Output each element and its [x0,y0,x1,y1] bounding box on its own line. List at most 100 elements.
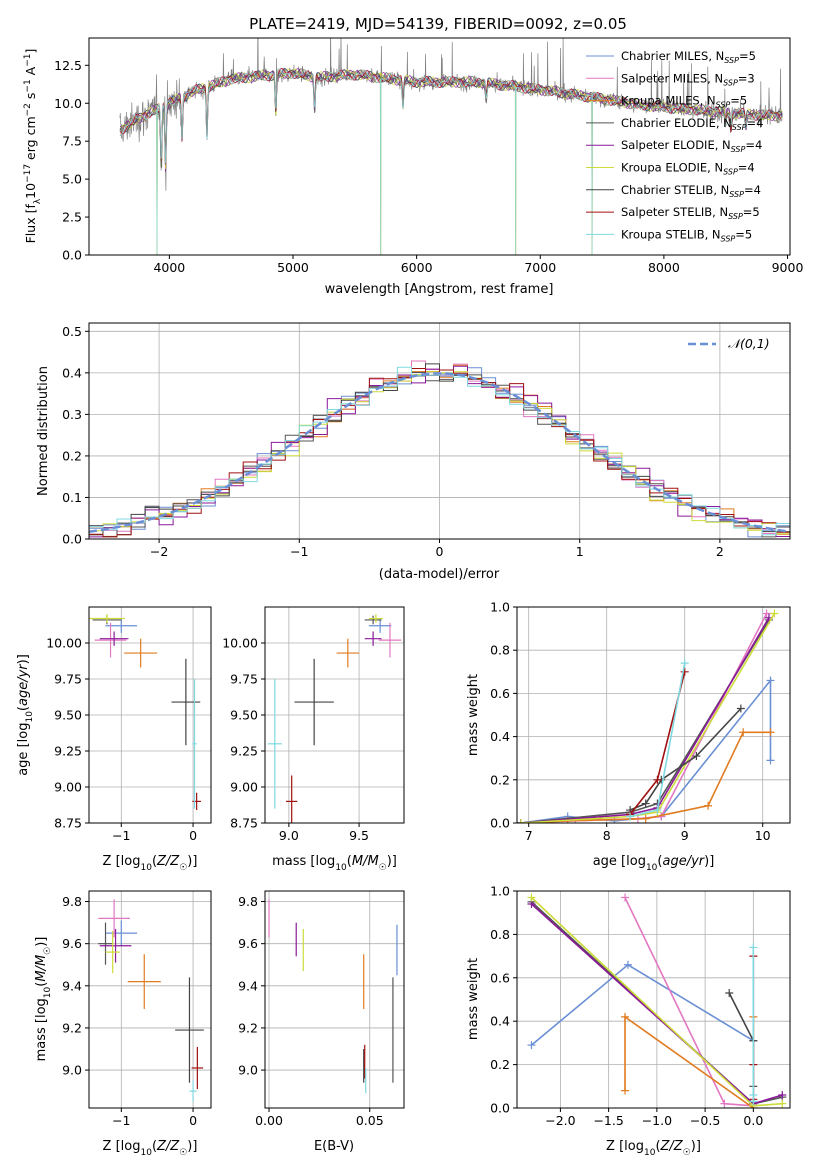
panel-spectrum: 4000 5000 6000 7000 8000 9000 0.0 2.5 5.0 7.5 10.0… [23,37,804,297]
data-point [191,1046,204,1090]
x-tick-label: −2 [150,544,168,559]
y-tick-label: 9.75 [54,672,82,687]
plus-marker [527,893,536,902]
y-tick-label: 9.4 [62,978,82,993]
x-tick-label: −1.5 [593,1113,623,1128]
y-tick-label: 9.6 [238,936,258,951]
y-tick-label: 9.50 [54,708,82,723]
plot-area [268,899,398,1094]
data-point [105,920,138,946]
normal-curve [89,372,790,533]
y-tick-label: 1.0 [490,884,510,899]
plus-marker [766,756,775,765]
y-tick-label: 9.25 [230,744,258,759]
y-tick-label: 0.0 [490,1101,510,1116]
panel-age-weight: 7 8 9 10 0.0 0.2 0.4 0.6 0.8 1.0 age [log10(age/yr… [466,600,791,873]
y-tick-label: 1.0 [490,600,510,615]
plot-area [527,893,787,1108]
y-tick-label: 9.0 [238,1063,258,1078]
y-axis-label: age [log10(age/yr)] [16,654,35,776]
data-point [98,899,130,938]
y-tick-label: 9.0 [62,1063,82,1078]
series-line [520,613,776,823]
data-point [99,631,129,646]
plus-marker [778,1099,787,1108]
x-tick-label: 0.05 [356,1113,384,1128]
y-tick-label: 0.0 [490,816,510,831]
plot-area [89,360,790,538]
legend-label: Chabrier MILES, NSSP=5 [621,49,756,65]
y-tick-label: 0.1 [62,490,82,505]
y-tick-label: 10.0 [54,96,82,111]
x-tick-label: 0.00 [255,1113,283,1128]
panel-ebv-mass: 0.00 0.05 9.0 9.2 9.4 9.6 9.8 E(B-V) [238,890,405,1154]
x-tick-label: 8000 [648,260,680,275]
x-tick-label: 9000 [772,260,804,275]
plus-marker [641,799,650,808]
plus-marker [621,893,630,902]
x-tick-label: 6000 [401,260,433,275]
series-line [520,617,770,823]
x-tick-label: 7000 [524,260,556,275]
series-line [520,613,768,823]
y-axis-label: mass [log10(M/M☉)] [34,937,53,1062]
plus-marker [736,704,745,713]
series-line [629,663,686,818]
y-tick-label: 9.50 [230,708,258,723]
y-tick-label: 0.4 [62,365,82,380]
y-tick-label: 0.8 [490,927,510,942]
y-tick-label: 9.25 [54,744,82,759]
y-tick-label: 0.4 [490,729,510,744]
y-tick-label: 9.8 [238,894,258,909]
y-tick-label: 9.2 [62,1020,82,1035]
y-tick-label: 0.2 [62,448,82,463]
plus-marker [770,609,779,618]
plus-marker [739,728,748,737]
series-line [520,731,771,823]
y-tick-label: 0.0 [62,248,82,263]
series-line [728,992,755,1087]
plus-marker [692,752,701,761]
plus-marker [653,775,662,784]
plus-marker [621,1086,630,1095]
plot-area [267,614,402,823]
data-point [99,928,132,963]
x-tick-label: 5000 [277,260,309,275]
model-line [119,68,783,172]
x-tick-label: 8 [603,828,611,843]
y-tick-label: 9.4 [238,978,258,993]
plus-marker [778,1090,787,1099]
data-point [189,1080,197,1102]
y-axis-label: mass weight [466,674,481,756]
model-line [119,67,783,165]
data-point [94,622,127,658]
plus-marker [517,819,525,823]
x-tick-label: 9 [681,828,689,843]
weight-series [621,893,758,1108]
weight-series [527,893,787,1108]
x-axis-label: age [log10(age/yr)] [593,854,715,873]
plus-marker [720,1099,729,1108]
data-point [124,638,158,668]
plus-marker [623,960,632,969]
legend-label: Salpeter ELODIE, NSSP=4 [621,138,762,154]
plus-marker [680,667,689,676]
weight-series [749,943,758,1106]
weight-series [621,1012,758,1108]
y-tick-label: 0.5 [62,324,82,339]
data-point [89,614,125,623]
plot-area [119,38,783,255]
plus-marker [704,801,713,810]
panel-z-mass: −1 0 9.0 9.2 9.4 9.6 9.8 Z [log10(Z/Z☉)] mass [l… [34,890,212,1158]
legend-label: Chabrier ELODIE, NSSP=4 [621,116,763,132]
y-tick-label: 0.3 [62,407,82,422]
plot-area [98,899,204,1102]
y-tick-label: 0.4 [490,1014,510,1029]
x-tick-label: 1 [576,544,584,559]
x-tick-label: −1 [112,828,130,843]
x-tick-label: −0.5 [690,1113,720,1128]
axes-frame [88,37,791,256]
x-axis-label: Z [log10(Z/Z☉)] [606,1139,701,1158]
y-tick-label: 2.5 [62,210,82,225]
